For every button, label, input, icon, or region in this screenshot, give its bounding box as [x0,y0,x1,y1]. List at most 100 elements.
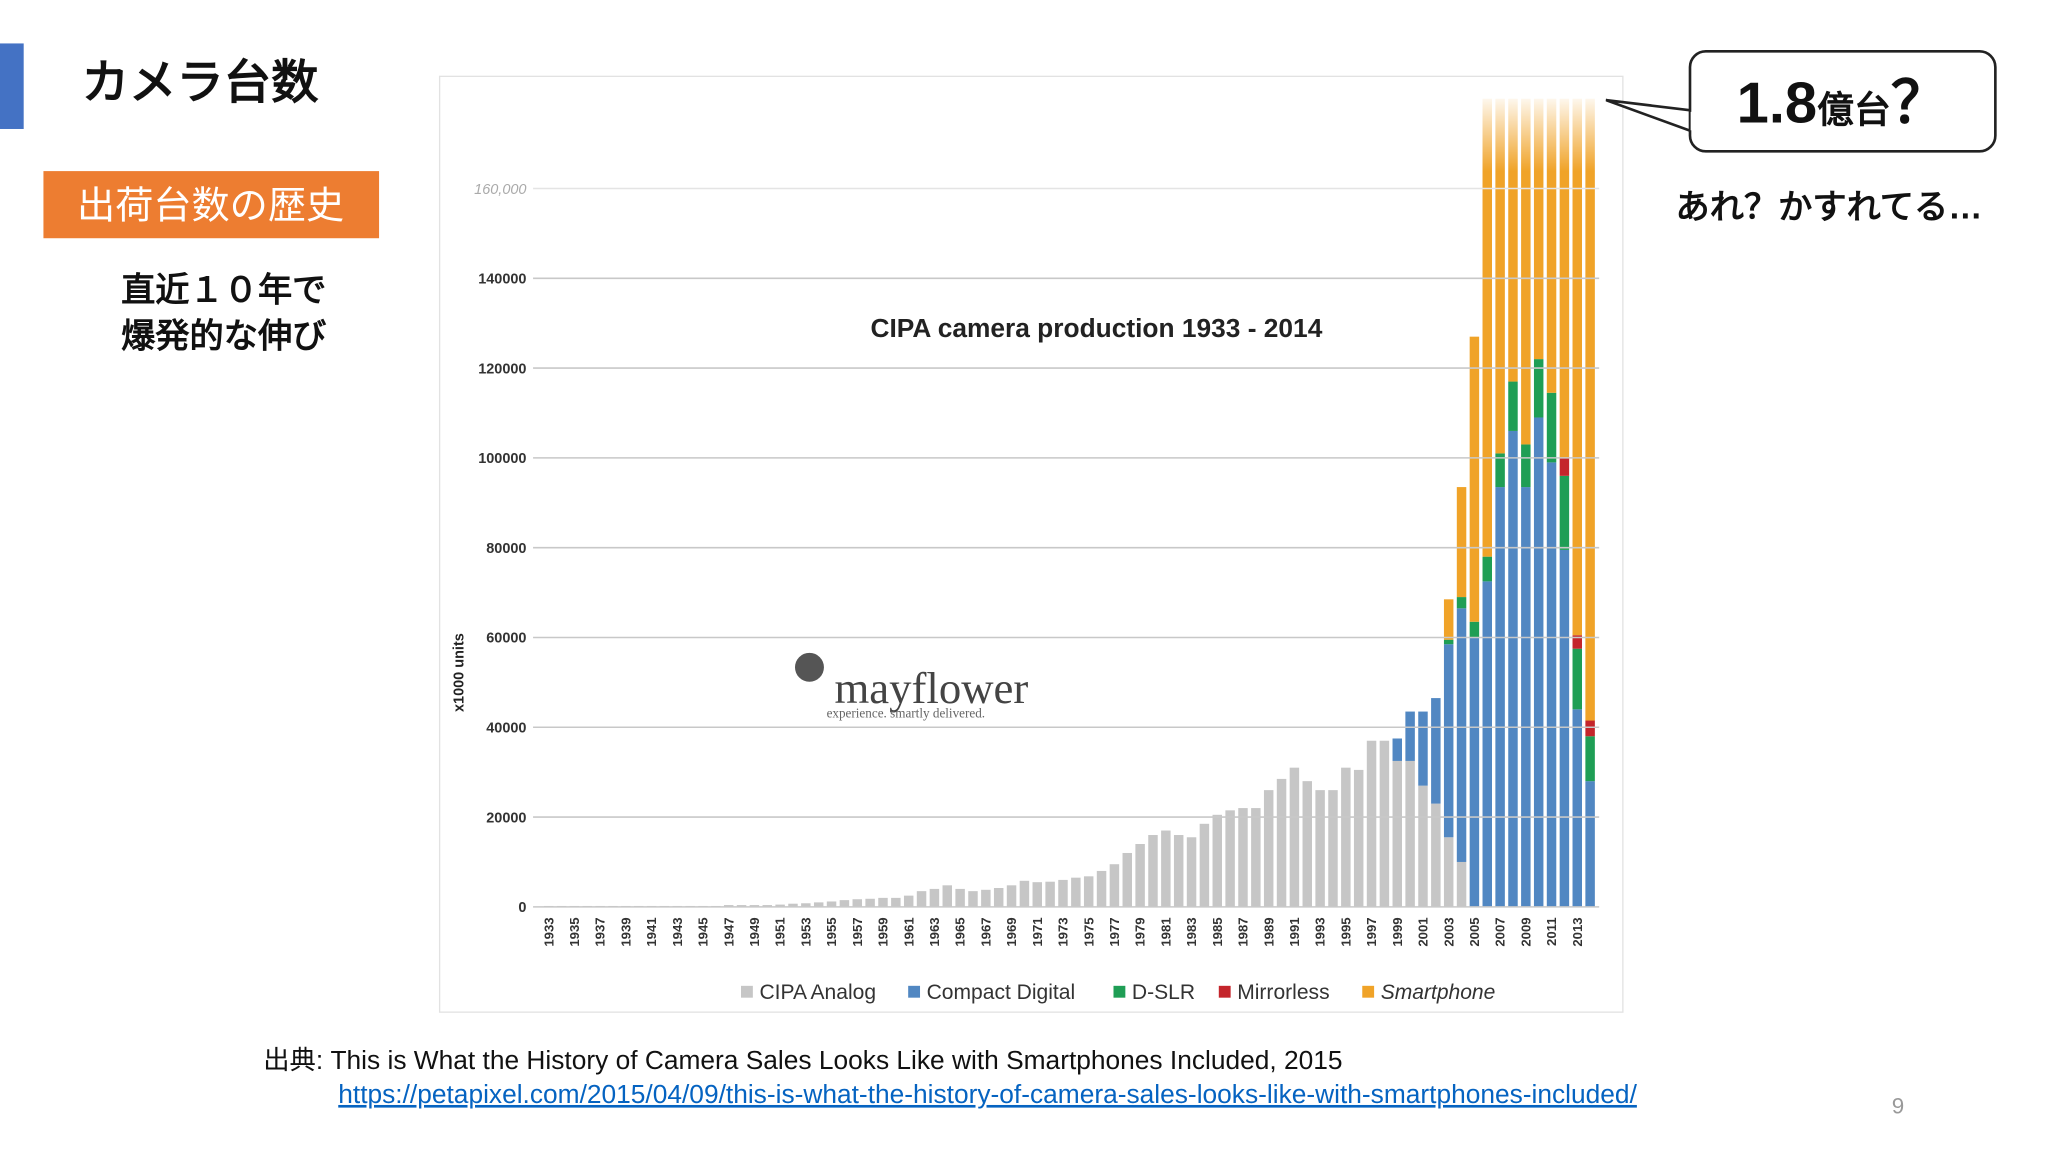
logo-tagline: experience. smartly delivered. [827,705,986,720]
bar-segment [1456,597,1467,609]
x-tick-label: 1971 [1030,917,1045,946]
bar-segment [929,888,940,907]
x-tick-label: 1985 [1210,917,1225,946]
bar-segment [1469,336,1480,622]
x-tick-label: 1989 [1261,917,1276,946]
x-tick-label: 1997 [1364,917,1379,946]
logo-mark [794,652,824,682]
x-tick-label: 1975 [1081,917,1096,946]
bar-segment [1482,581,1492,907]
bar-segment [916,891,927,907]
bar-segment [1186,837,1197,907]
x-tick-label: 1949 [747,917,762,946]
page-number: 9 [1892,1094,1904,1119]
bar-segment [1366,740,1377,907]
bar-segment [1302,781,1313,907]
x-tick-label: 1933 [541,917,556,946]
bar-segment [1251,808,1261,907]
badge-text: 出荷台数の歴史 [77,184,344,227]
legend-swatch [741,985,753,998]
bar-segment [981,889,991,907]
chart-title: CIPA camera production 1933 - 2014 [870,313,1322,343]
x-tick-label: 1973 [1056,917,1071,946]
bar-segment [1495,453,1505,488]
x-tick-label: 2007 [1493,917,1508,946]
bar-segment [1585,781,1595,907]
bar-segment [1443,644,1454,838]
legend-swatch [1218,985,1231,998]
bar-segment [1418,785,1428,907]
bar-segment [801,903,811,907]
bar-segment [968,891,978,907]
bar-segment [1109,864,1120,907]
bar-segment [1572,98,1582,636]
bar-segment [1508,381,1518,431]
bar-segment [1392,738,1402,761]
x-tick-label: 1955 [824,917,839,946]
callout-text: 1.8億台？ [1737,71,1949,135]
note-line: 直近１０年で [121,271,326,309]
bar-segment [813,902,824,907]
bar-segment [993,888,1004,907]
x-tick-label: 1983 [1184,917,1199,946]
bar-segment [1456,487,1467,598]
bar-segment [1508,98,1518,382]
x-tick-label: 1963 [927,917,942,946]
bar-segment [1456,608,1467,862]
bar-segment [1045,881,1055,907]
bar-segment [826,901,837,907]
x-tick-label: 1967 [978,917,993,946]
bar-segment [788,903,798,907]
y-tick-label: 60000 [486,631,526,647]
bar-segment [1276,778,1287,907]
bar-segment [878,897,888,907]
bar-segment [1559,475,1570,550]
bar-segment [1469,637,1480,907]
callout-mark: ？ [1891,71,1949,135]
bar-segment [1559,98,1570,458]
bar-segment [1443,639,1454,645]
legend-label: CIPA Analog [759,981,876,1004]
bar-segment [1135,844,1145,907]
bar-segment [1508,430,1518,907]
x-tick-label: 1941 [644,917,659,946]
bar-segment [1521,444,1531,488]
bar-segment [1533,359,1544,418]
source-link[interactable]: https://petapixel.com/2015/04/09/this-is… [338,1079,1637,1109]
bar-segment [1572,635,1582,649]
x-tick-label: 1951 [773,917,788,946]
legend-swatch [908,985,921,998]
bar-segment [1083,876,1094,907]
bar-segment [1212,814,1223,907]
legend-swatch [1113,985,1126,998]
legend-label: D-SLR [1132,981,1195,1004]
bar-segment [1431,698,1441,804]
bar-segment [1495,487,1505,907]
bar-segment [891,897,901,907]
bar-segment [1431,803,1441,907]
bar-segment [1071,877,1081,907]
bar-segment [1353,769,1364,907]
bar-segment [1006,885,1017,907]
x-tick-label: 1991 [1287,917,1302,946]
bar-segment [1559,457,1570,476]
y-axis-label: x1000 units [451,633,467,712]
x-tick-label: 1937 [593,917,608,946]
bar-segment [1546,98,1557,393]
bar-segment [903,895,914,907]
bar-segment [1443,837,1454,907]
bar-segment [1058,879,1068,907]
bar-segment [1019,880,1030,907]
x-tick-label: 1969 [1004,917,1019,946]
x-tick-label: 1957 [850,917,865,946]
bar-segment [1585,720,1595,737]
x-tick-label: 1945 [696,917,711,946]
x-tick-label: 1981 [1158,917,1173,946]
bar-segment [1482,98,1492,557]
x-tick-label: 2001 [1416,917,1431,946]
x-tick-label: 2009 [1518,917,1533,946]
logo-name: mayflower [834,663,1028,713]
bar-segment [852,899,863,907]
bar-segment [749,905,760,907]
bar-segment [1263,790,1274,907]
